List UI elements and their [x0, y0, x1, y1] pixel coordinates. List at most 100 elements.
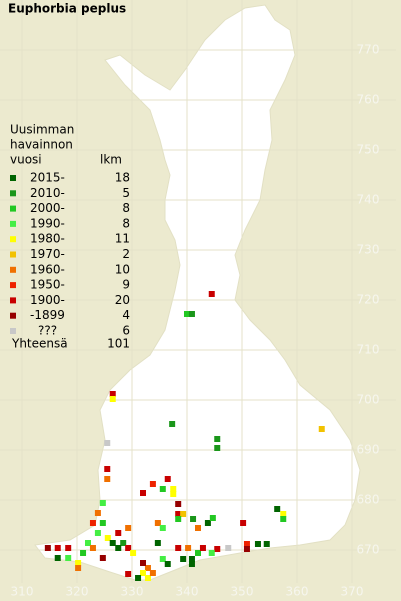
observation	[44, 545, 51, 551]
observation	[54, 545, 61, 551]
observation	[204, 520, 211, 526]
observation	[159, 556, 166, 562]
legend-swatch	[10, 297, 16, 304]
observation	[184, 311, 190, 317]
legend-count: 20	[115, 293, 130, 307]
observation	[195, 525, 201, 531]
observation	[99, 500, 106, 506]
legend-swatch	[10, 266, 16, 273]
points	[44, 291, 325, 581]
y-tick-label: 760	[357, 93, 380, 107]
observation	[274, 506, 281, 512]
observation	[135, 575, 142, 581]
y-tick-label: 720	[357, 293, 380, 307]
observation	[199, 545, 206, 551]
observation	[169, 421, 176, 427]
observation	[94, 530, 101, 536]
x-tick-label: 330	[121, 585, 144, 599]
legend-heading: Uusimman	[10, 123, 74, 137]
x-tick-label: 360	[286, 585, 309, 599]
observation	[125, 571, 132, 577]
legend: 2015- 18 2010- 5 2000- 8 1990- 8 1980- 11 1970- 2 19…	[10, 171, 130, 338]
observation	[125, 545, 132, 551]
title: Euphorbia peplus	[8, 2, 126, 16]
observation	[195, 550, 201, 556]
observation	[115, 545, 122, 551]
observation	[164, 476, 171, 482]
legend-label: 2015-	[30, 171, 65, 185]
legend-count: 4	[122, 308, 130, 322]
legend-label: 2010-	[30, 186, 65, 200]
observation	[144, 565, 151, 571]
y-tick-label: 740	[357, 193, 380, 207]
legend-label: -1899	[30, 308, 65, 322]
observation	[149, 570, 156, 576]
observation	[75, 560, 82, 566]
observation	[188, 556, 195, 562]
legend-count-heading: lkm	[100, 153, 122, 167]
observation	[243, 546, 250, 552]
legend-swatch	[10, 282, 16, 289]
legend-count: 8	[122, 201, 130, 215]
legend-label: 1950-	[30, 278, 65, 292]
observation	[109, 540, 116, 546]
legend-swatch	[10, 220, 16, 227]
observation	[89, 545, 96, 551]
observation	[65, 555, 72, 561]
y-tick-label: 730	[357, 243, 380, 257]
observation	[125, 525, 132, 531]
observation	[208, 550, 215, 556]
observation	[263, 541, 270, 547]
observation	[214, 436, 221, 442]
legend-label: 1970-	[30, 247, 65, 261]
observation	[65, 545, 72, 551]
legend-count: 9	[122, 278, 130, 292]
observation	[140, 490, 146, 496]
legend-swatch	[10, 175, 16, 181]
observation	[254, 541, 261, 547]
legend-label: 1980-	[30, 232, 65, 246]
observation	[164, 561, 171, 567]
y-tick-label: 710	[357, 343, 380, 357]
observation	[109, 396, 116, 402]
x-tick-label: 340	[176, 585, 199, 599]
observation	[185, 545, 192, 551]
legend-count: 2	[122, 247, 130, 261]
observation	[209, 515, 216, 521]
observation	[80, 550, 87, 556]
observation	[115, 530, 122, 536]
observation	[54, 555, 61, 561]
observation	[170, 491, 177, 497]
observation	[175, 511, 182, 517]
legend-count: 11	[115, 232, 130, 246]
observation	[109, 391, 116, 397]
observation	[318, 426, 325, 432]
observation	[214, 445, 221, 451]
legend-swatch	[10, 190, 16, 197]
legend-label: 1900-	[30, 293, 65, 307]
x-tick-label: 350	[231, 585, 254, 599]
legend-count: 8	[122, 216, 130, 230]
observation	[85, 540, 91, 546]
legend-label: 1960-	[30, 262, 65, 276]
y-tick-label: 690	[357, 443, 380, 457]
observation	[243, 541, 250, 547]
observation	[104, 535, 111, 541]
y-tick-label: 750	[357, 143, 380, 157]
observation	[144, 575, 151, 581]
observation	[159, 525, 166, 531]
x-tick-label: 320	[66, 585, 89, 599]
observation	[175, 501, 182, 507]
observation	[99, 520, 106, 526]
legend-heading: havainnon	[10, 138, 73, 152]
legend-swatch	[10, 205, 16, 212]
y-tick-label: 670	[357, 543, 380, 557]
observation	[104, 440, 111, 446]
observation	[149, 481, 156, 487]
legend-total-label: Yhteensä	[11, 337, 68, 351]
observation	[214, 546, 221, 552]
observation	[180, 556, 187, 562]
observation	[180, 511, 187, 517]
observation	[208, 291, 215, 297]
